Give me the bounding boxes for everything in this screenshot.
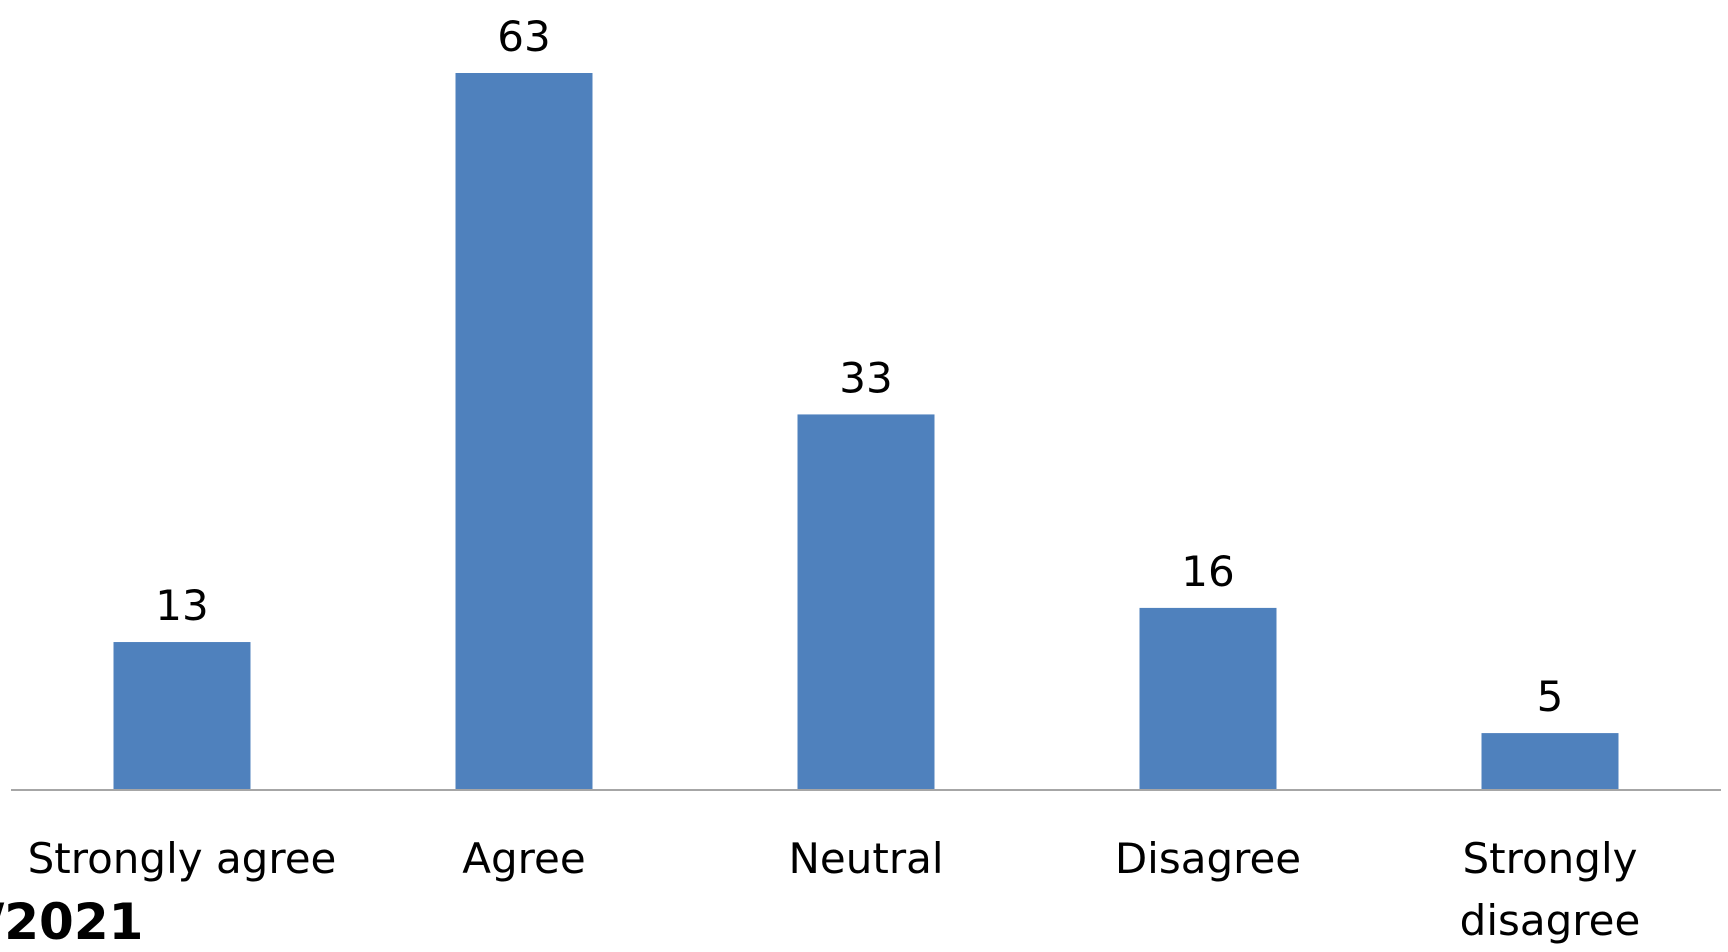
bar (1140, 608, 1277, 790)
x-tick-label: Agree (359, 828, 689, 890)
x-tick-label: Strongly agree (17, 828, 347, 890)
bar (1482, 733, 1619, 790)
data-label: 63 (497, 12, 550, 61)
x-tick-label: Strongly disagree (1385, 828, 1715, 952)
data-label: 33 (839, 353, 892, 402)
page: {"chart_data": {"type": "bar", "categori… (0, 0, 1728, 949)
data-label: 13 (155, 581, 208, 630)
bar (114, 642, 251, 790)
bar (798, 414, 935, 790)
bar (456, 73, 593, 790)
footer-text: /2021 (0, 895, 143, 949)
data-label: 5 (1537, 672, 1564, 721)
chart: 13 63 33 16 5 (0, 0, 1728, 949)
x-tick-label: Disagree (1043, 828, 1373, 890)
data-label: 16 (1181, 547, 1234, 596)
x-tick-label: Neutral (701, 828, 1031, 890)
